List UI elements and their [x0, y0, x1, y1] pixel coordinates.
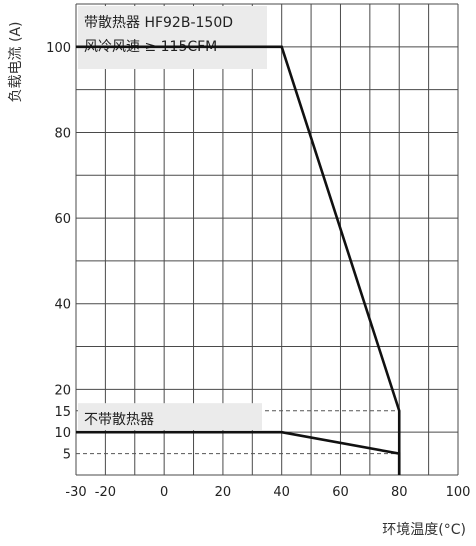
x-tick-label: -20: [95, 485, 116, 500]
series-line: [76, 45, 401, 475]
y-tick-label: 15: [54, 405, 71, 420]
annotation-box: [78, 6, 267, 69]
x-axis-title: 环境温度(°C): [382, 522, 466, 538]
x-tick-label: 60: [332, 485, 349, 500]
series-line: [76, 430, 401, 475]
x-tick-label: 40: [273, 485, 290, 500]
x-tick-label: 80: [391, 485, 408, 500]
series-annotation: 不带散热器: [84, 412, 154, 428]
y-tick-label: 40: [54, 298, 71, 313]
y-tick-label: 5: [63, 448, 71, 463]
y-tick-label: 10: [54, 426, 71, 441]
x-tick-label: -30: [65, 485, 86, 500]
series-lines: [76, 45, 401, 475]
y-axis-title: 负载电流 (A): [8, 22, 24, 103]
y-tick-label: 80: [54, 126, 71, 141]
x-tick-label: 0: [160, 485, 168, 500]
x-tick-label: 20: [215, 485, 232, 500]
tick-labels: -30 -20 0 20 40 60 80 100 5 10 15 20 40 60 80 100: [46, 41, 470, 500]
x-tick-label: 100: [446, 485, 471, 500]
series-annotation: 带散热器 HF92B-150D: [84, 15, 233, 31]
y-tick-label: 20: [54, 383, 71, 398]
y-tick-label: 60: [54, 212, 71, 227]
y-tick-label: 100: [46, 41, 71, 56]
annotation-box: [78, 403, 262, 431]
